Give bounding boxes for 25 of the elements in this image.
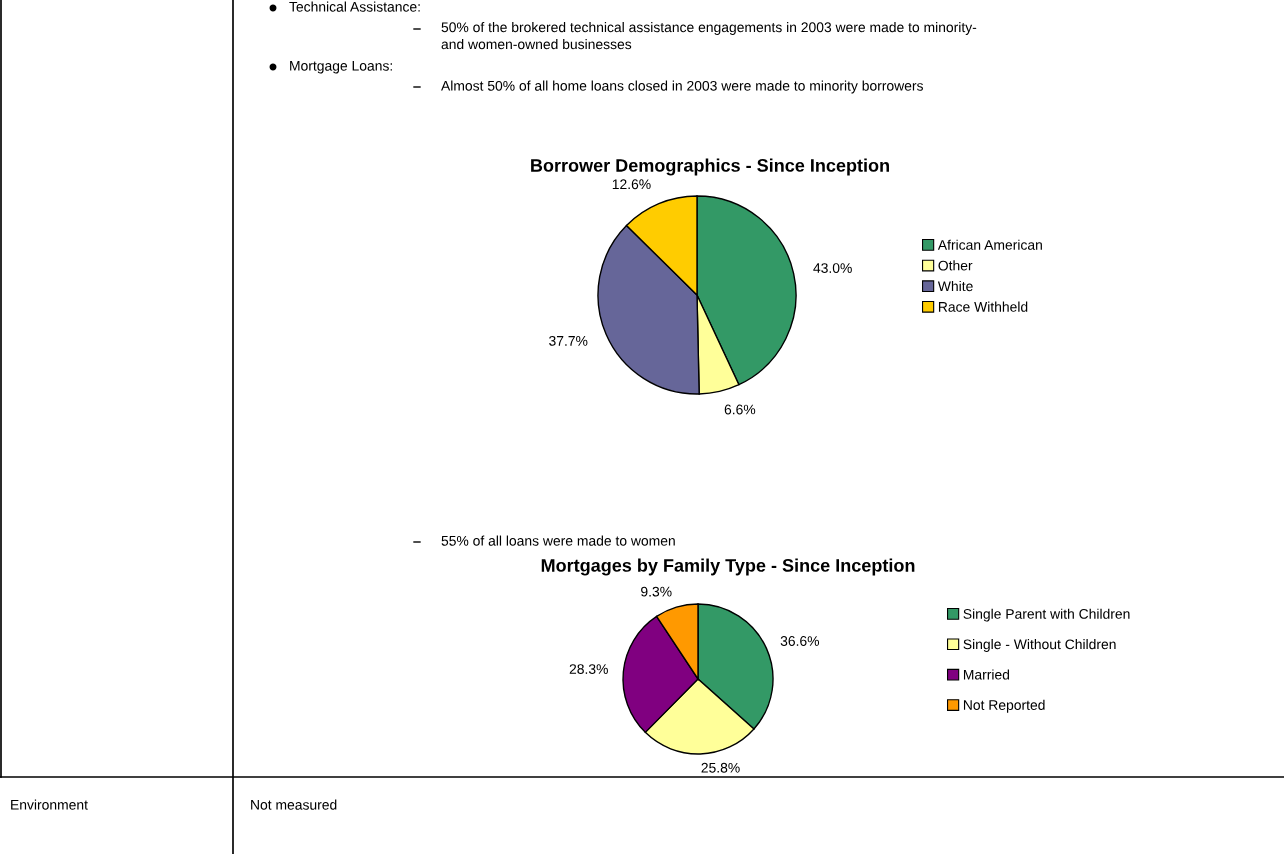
chart-title: Borrower Demographics - Since Inception: [531, 158, 889, 176]
legend-label: Single Parent with Children: [963, 608, 1130, 622]
data-label: 36.6%: [780, 636, 820, 646]
legend-label: Other: [938, 260, 973, 271]
legend-label: White: [937, 280, 973, 292]
data-label: 37.7%: [549, 335, 588, 346]
legend-label: Not Reported: [963, 699, 1045, 713]
text: Environment: [11, 799, 88, 810]
text: Mortgage Loans:: [290, 61, 392, 74]
text: 50% of the brokered technical assistance engagements in 2003 were made to minority- and women-owned businesses: [441, 22, 977, 50]
data-label: 9.3%: [641, 586, 672, 597]
data-label: 12.6%: [612, 179, 651, 190]
data-label: 6.6%: [724, 404, 756, 415]
legend-label: Single - Without Children: [963, 639, 1116, 652]
legend-label: Race Withheld: [938, 301, 1028, 312]
text: Not measured: [251, 799, 337, 810]
text: Almost 50% of all home loans closed in 2003 were made to minority borrowers: [441, 80, 923, 94]
legend-label: Married: [963, 669, 1010, 680]
chart-title: Mortgages by Family Type - Since Inception: [541, 558, 915, 576]
text: Technical Assistance:: [289, 1, 420, 12]
legend-label: African American: [937, 239, 1042, 250]
data-label: 28.3%: [569, 664, 608, 674]
text: 55% of all loans were made to women: [441, 535, 675, 546]
data-label: 43.0%: [813, 263, 852, 273]
data-label: 25.8%: [701, 762, 740, 773]
